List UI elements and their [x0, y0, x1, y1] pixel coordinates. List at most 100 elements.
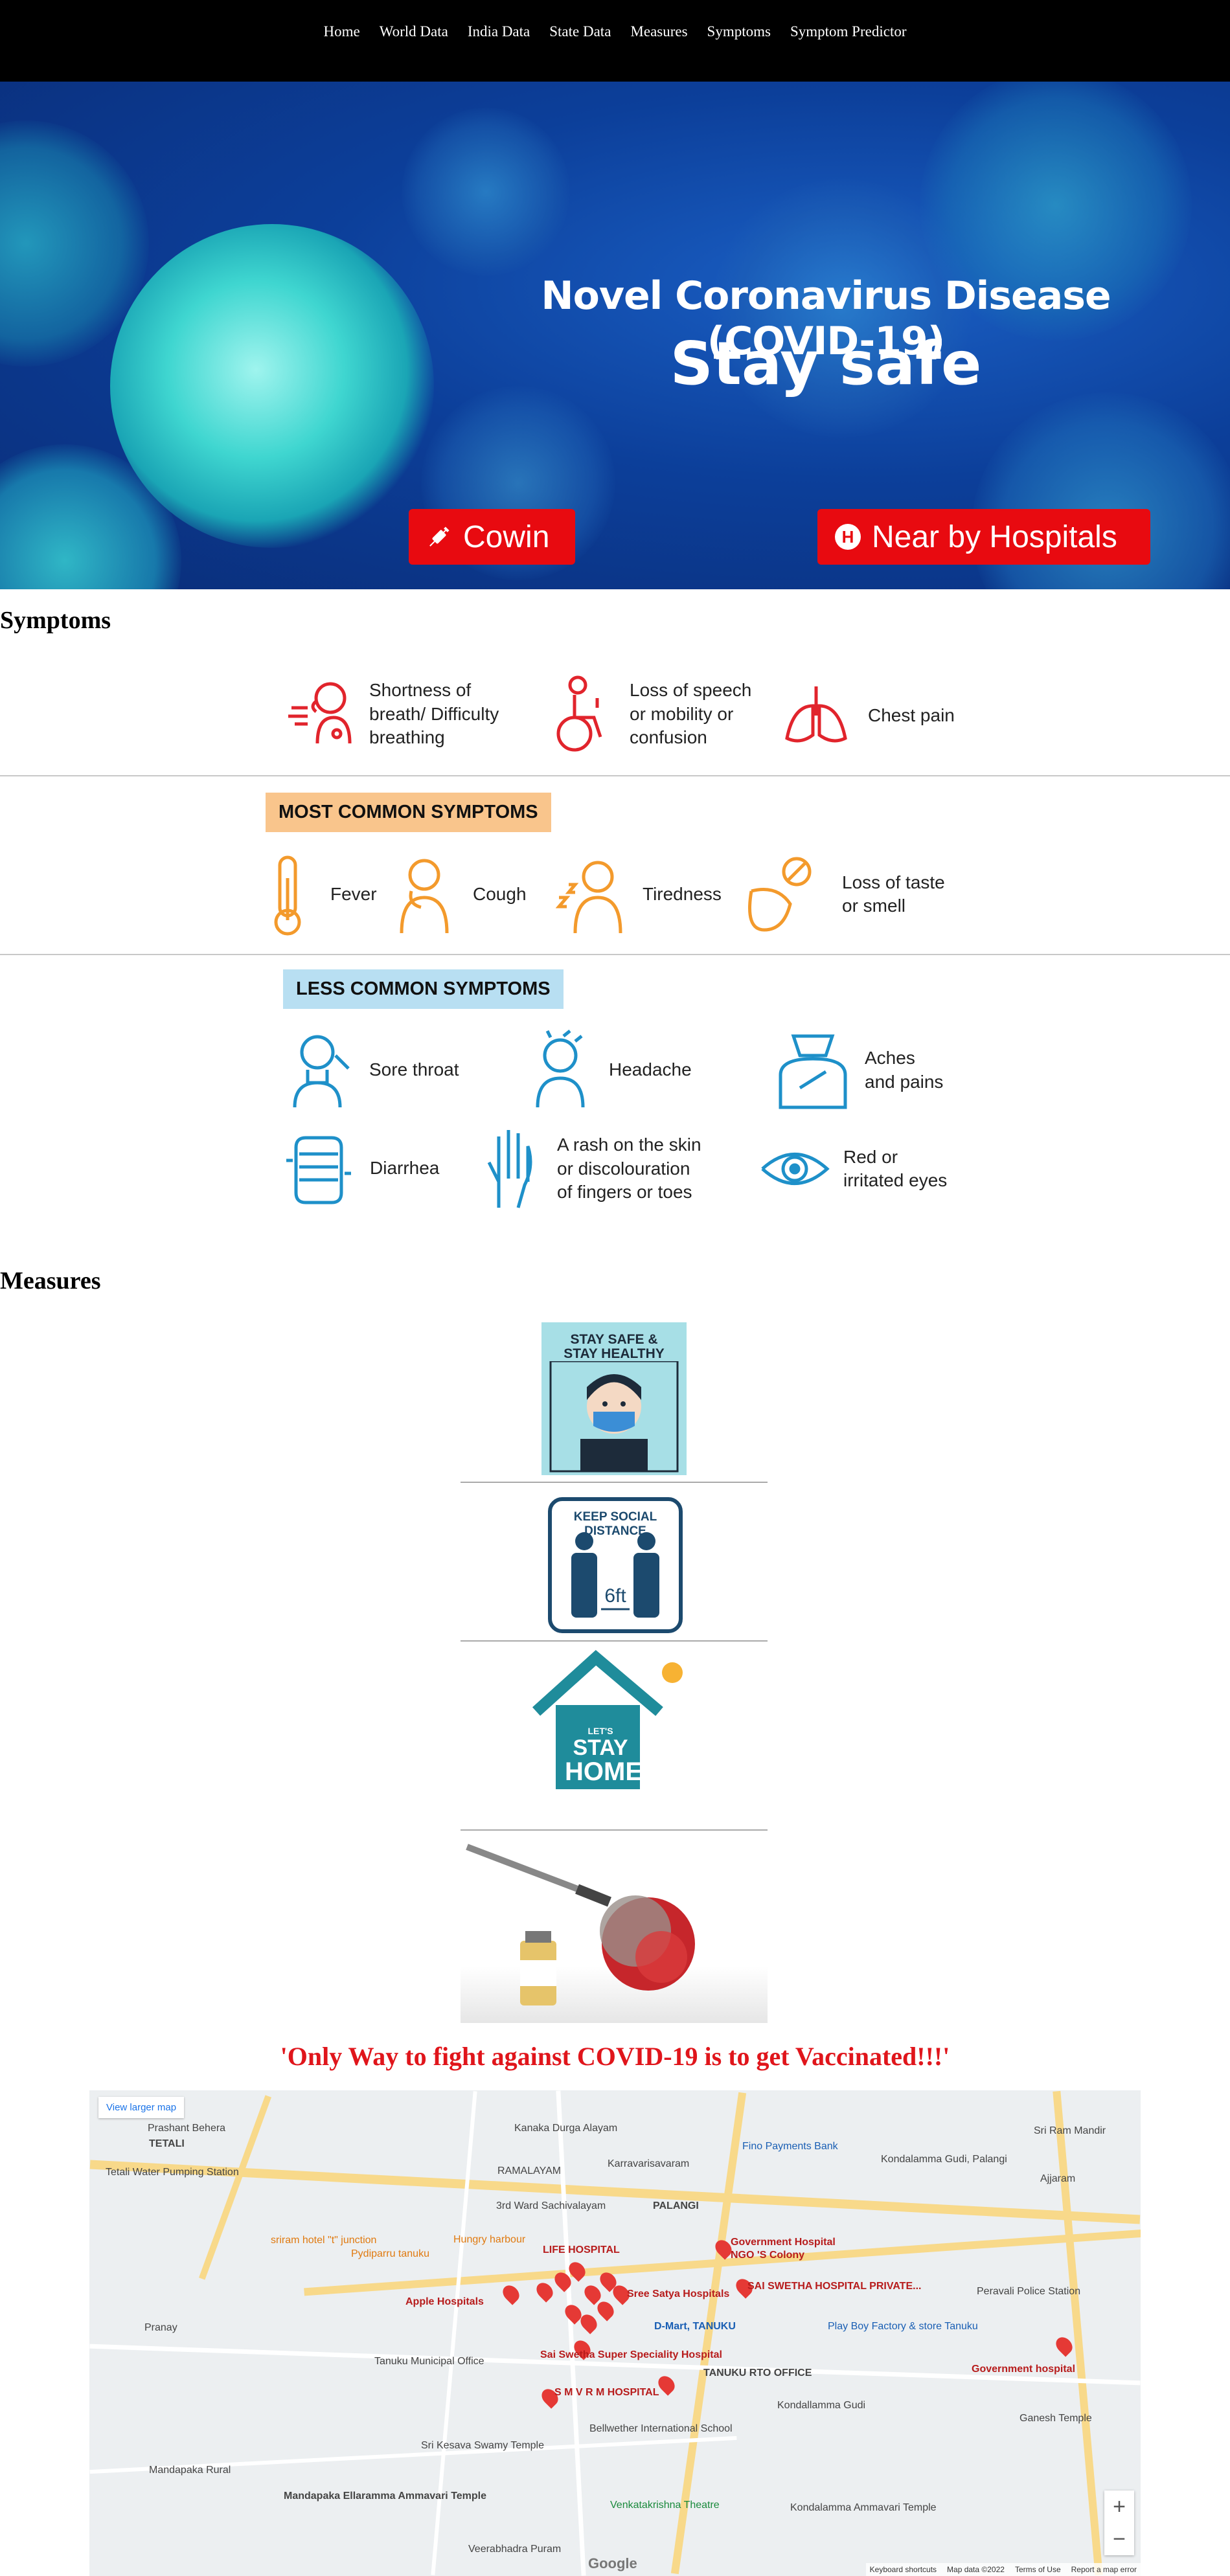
two-people-icon — [571, 1532, 659, 1618]
stay-home-word: HOME — [565, 1757, 643, 1786]
map-label: RAMALAYAM — [497, 2165, 562, 2176]
hospital-marker[interactable] — [499, 2282, 523, 2305]
cowin-label: Cowin — [463, 519, 550, 554]
symptom-label: Red or irritated eyes — [843, 1146, 948, 1190]
map-label: Ganesh Temple — [1019, 2413, 1092, 2424]
map-label: PALANGI — [653, 2200, 699, 2211]
map-label: LIFE HOSPITAL — [543, 2244, 620, 2255]
sore-throat-icon — [293, 1035, 350, 1108]
nav-symptom-predictor[interactable]: Symptom Predictor — [790, 23, 907, 40]
zoom-out-button[interactable]: − — [1113, 2526, 1126, 2551]
nav-symptoms[interactable]: Symptoms — [707, 23, 771, 40]
lungs-icon — [785, 686, 847, 743]
nav-list: Home World Data India Data State Data Measur… — [0, 0, 1230, 40]
thermometer-icon — [274, 855, 301, 936]
breathing-icon — [288, 682, 352, 744]
cowin-button[interactable]: Cowin — [409, 509, 575, 565]
symptom-label: Aches and pains — [865, 1048, 944, 1092]
svg-text:H: H — [842, 527, 854, 547]
map-label: D-Mart, TANUKU — [654, 2321, 736, 2332]
nav-state-data[interactable]: State Data — [549, 23, 611, 40]
hospital-marker[interactable] — [533, 2279, 556, 2303]
vaccine-image — [461, 1834, 768, 2023]
cough-icon — [400, 859, 449, 934]
view-larger-map-link[interactable]: View larger map — [98, 2097, 185, 2118]
report-error-link[interactable]: Report a map error — [1071, 2565, 1137, 2574]
nav-india-data[interactable]: India Data — [467, 23, 530, 40]
virus-illustration — [402, 107, 570, 276]
map-label: Veerabhadra Puram — [468, 2544, 562, 2555]
map-label: Sai Swetha Super Speciality Hospital — [540, 2349, 722, 2360]
symptom-item: Shortness of breath/ Difficulty breathin… — [279, 672, 525, 756]
divider — [461, 1640, 768, 1642]
nearby-hospitals-label: Near by Hospitals — [872, 519, 1117, 554]
nearby-hospitals-button[interactable]: H Near by Hospitals — [817, 509, 1150, 565]
map-label: Prashant Behera — [148, 2123, 226, 2134]
tiredness-icon — [556, 861, 622, 934]
zoom-in-button[interactable]: + — [1113, 2494, 1126, 2519]
keyboard-shortcuts-link[interactable]: Keyboard shortcuts — [869, 2565, 937, 2574]
social-distance-image: KEEP SOCIAL DISTANCE 6ft — [548, 1497, 683, 1633]
nav-world-data[interactable]: World Data — [379, 23, 448, 40]
less-common-tag: LESS COMMON SYMPTOMS — [283, 969, 564, 1009]
symptom-item: Sore throat — [285, 1030, 459, 1111]
map-label: Fino Payments Bank — [742, 2141, 838, 2152]
map-label: TANUKU RTO OFFICE — [703, 2367, 812, 2378]
map-label: Kondalamma Ammavari Temple — [790, 2502, 937, 2513]
google-logo: Google — [588, 2555, 637, 2571]
map-label: Venkatakrishna Theatre — [610, 2500, 720, 2511]
symptom-item: Aches and pains — [774, 1030, 943, 1111]
symptom-label: Loss of speech or mobility or confusion — [630, 680, 752, 748]
map-label: NGO 'S Colony — [731, 2250, 805, 2261]
map-label: Mandapaka Ellaramma Ammavari Temple — [284, 2491, 487, 2502]
divider — [461, 1482, 768, 1483]
stay-home-text: LET'S STAY HOME — [565, 1726, 643, 1785]
vaccine-virus-icon — [466, 1844, 695, 2005]
nav-home[interactable]: Home — [323, 23, 360, 40]
zoom-controls: + − — [1104, 2491, 1134, 2555]
hospital-marker[interactable] — [594, 2298, 617, 2322]
map-label: Pranay — [144, 2322, 177, 2333]
symptom-item: Loss of speech or mobility or confusion — [539, 672, 759, 756]
symptom-item: Headache — [525, 1030, 692, 1111]
map-label: Kanaka Durga Alayam — [514, 2123, 618, 2134]
symptom-label: Diarrhea — [370, 1158, 440, 1179]
map-label: Sri Ram Mandir — [1034, 2125, 1106, 2136]
mask-person-icon — [549, 1361, 679, 1473]
taste-icon — [748, 857, 812, 932]
hero-subtitle: Stay safe — [670, 329, 982, 398]
map-road — [1053, 2090, 1103, 2576]
symptom-label: Cough — [473, 883, 527, 904]
map-label: sriram hotel "t" junction — [271, 2235, 377, 2246]
map-label: Kondalamma Gudi, Palangi — [881, 2154, 1007, 2165]
distance-unit: 6ft — [604, 1585, 626, 1607]
symptom-item: Red or irritated eyes — [759, 1140, 947, 1198]
most-common-tag: MOST COMMON SYMPTOMS — [266, 793, 551, 832]
hospital-map[interactable]: Prashant Behera TETALI Tetali Water Pump… — [89, 2090, 1141, 2576]
symptom-item: Tiredness — [556, 852, 722, 936]
symptom-label: Chest pain — [868, 705, 955, 725]
map-road — [431, 2091, 477, 2575]
symptom-item: A rash on the skin or discolouration of … — [479, 1127, 701, 1211]
map-label: TETALI — [149, 2138, 185, 2149]
map-label: Sree Satya Hospitals — [627, 2288, 730, 2299]
aches-icon — [779, 1034, 847, 1109]
hero-banner: Novel Coronavirus Disease (COVID-19) Sta… — [0, 82, 1230, 589]
syringe-icon — [424, 522, 454, 552]
hand-icon — [487, 1130, 532, 1208]
map-label: Government Hospital — [731, 2237, 836, 2248]
symptom-label: Sore throat — [369, 1059, 459, 1080]
top-navbar: Home World Data India Data State Data Measur… — [0, 0, 1230, 82]
symptom-item: Diarrhea — [283, 1128, 439, 1209]
terms-link[interactable]: Terms of Use — [1014, 2565, 1061, 2574]
wheelchair-icon — [556, 675, 602, 752]
map-label: Peravali Police Station — [977, 2286, 1081, 2297]
map-label: Government hospital — [972, 2364, 1076, 2375]
symptom-item: Cough — [389, 852, 527, 936]
stay-home-image: LET'S STAY HOME — [523, 1650, 698, 1792]
intestine-icon — [286, 1136, 351, 1204]
stay-home-word: STAY — [573, 1735, 628, 1760]
hospital-marker[interactable] — [1053, 2334, 1076, 2357]
nav-measures[interactable]: Measures — [630, 23, 688, 40]
map-label: Pydiparru tanuku — [351, 2248, 429, 2259]
